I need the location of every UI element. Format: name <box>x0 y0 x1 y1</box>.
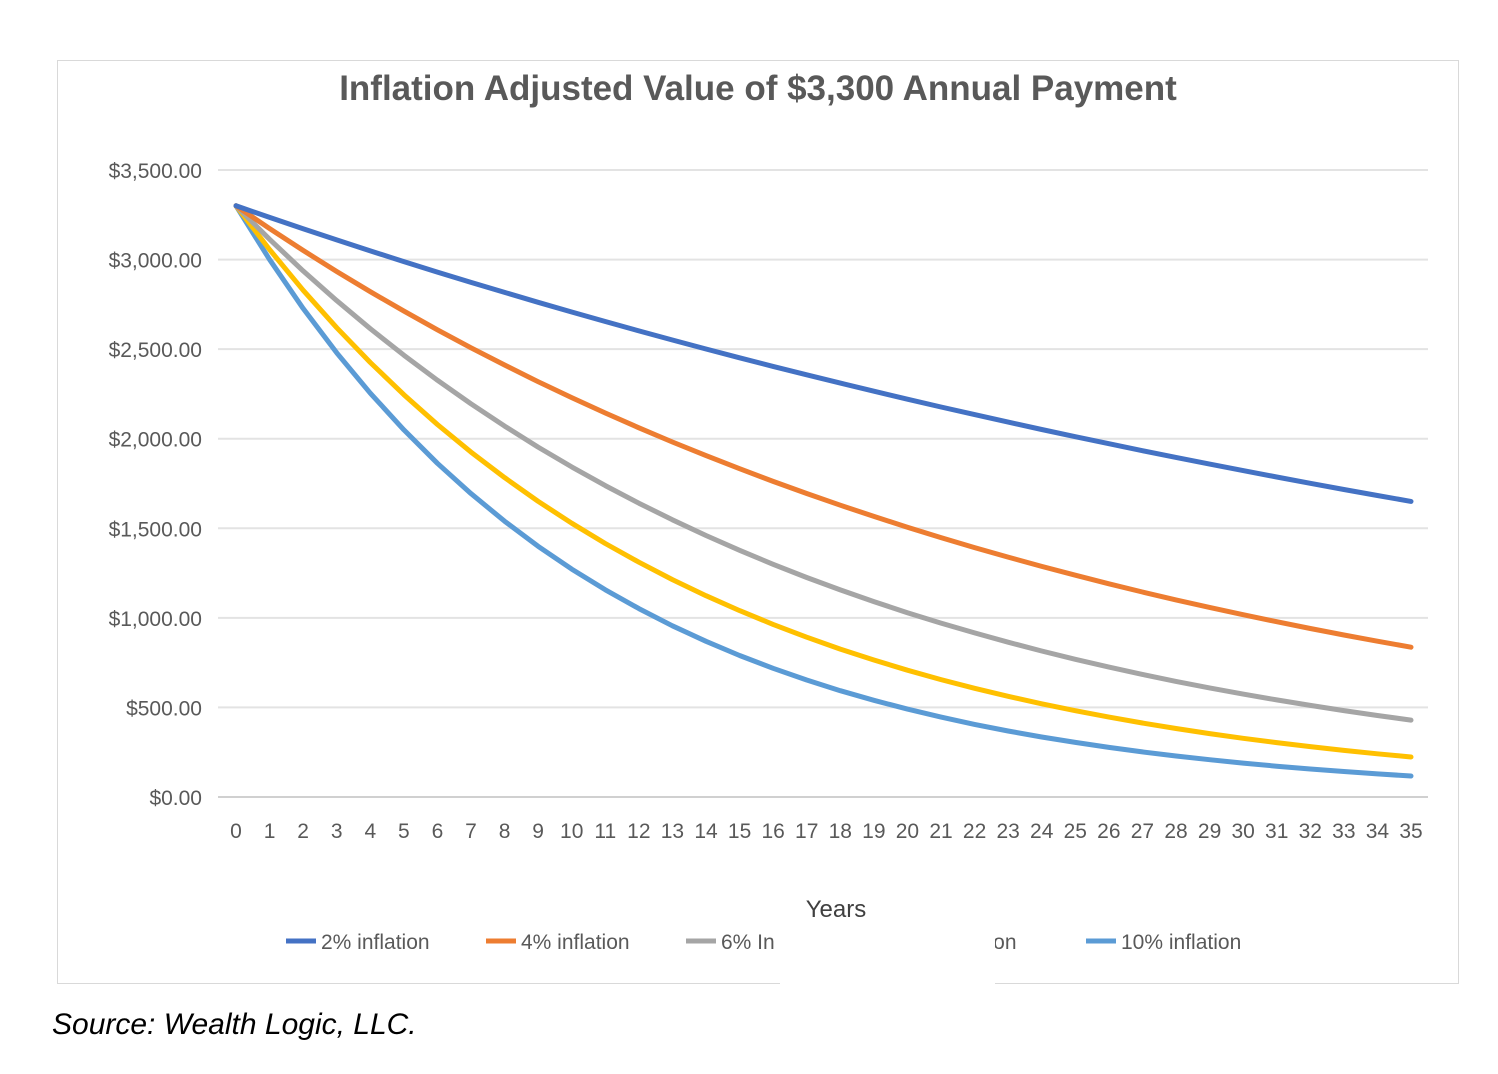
x-tick-label: 26 <box>1097 820 1120 843</box>
x-tick-label: 29 <box>1198 820 1221 843</box>
x-tick-label: 11 <box>594 820 616 843</box>
x-tick-label: 4 <box>364 820 376 843</box>
x-tick-label: 3 <box>331 820 343 843</box>
x-tick-label: 0 <box>230 820 242 843</box>
x-tick-label: 21 <box>929 820 952 843</box>
x-tick-label: 8 <box>499 820 511 843</box>
series-line-10-inflation <box>233 203 1414 779</box>
chart-title: Inflation Adjusted Value of $3,300 Annua… <box>339 69 1177 108</box>
x-tick-label: 34 <box>1366 820 1390 843</box>
y-tick-label: $3,000.00 <box>109 250 202 273</box>
x-tick-label: 35 <box>1399 820 1422 843</box>
x-tick-label: 9 <box>532 820 544 843</box>
legend-label: 6% In <box>721 931 775 954</box>
x-axis: 0 1 2 3 4 5 6 7 8 9 10 11 12 13 14 15 16 17 18 19 20 21 22 23 24… <box>230 820 1423 843</box>
series-line-6-inflation <box>233 203 1414 723</box>
y-tick-label: $3,500.00 <box>109 160 202 183</box>
x-tick-label: 33 <box>1332 820 1355 843</box>
x-tick-label: 22 <box>963 820 986 843</box>
x-tick-label: 30 <box>1231 820 1254 843</box>
chart-area <box>57 60 1459 984</box>
gridlines <box>218 169 1428 798</box>
series-line-4-inflation <box>233 203 1414 650</box>
y-tick-label: $2,000.00 <box>109 429 202 452</box>
x-tick-label: 18 <box>829 820 852 843</box>
series-lines <box>233 203 1414 779</box>
x-tick-label: 28 <box>1164 820 1187 843</box>
x-tick-label: 15 <box>728 820 751 843</box>
x-tick-label: 24 <box>1030 820 1054 843</box>
y-tick-label: $0.00 <box>149 787 202 810</box>
y-tick-label: $500.00 <box>126 697 202 720</box>
x-tick-label: 12 <box>627 820 650 843</box>
x-tick-label: 31 <box>1265 820 1288 843</box>
source-note: Source: Wealth Logic, LLC. <box>52 1008 417 1041</box>
legend-label: 2% inflation <box>321 931 430 954</box>
y-tick-label: $1,500.00 <box>109 518 202 541</box>
x-tick-label: 27 <box>1131 820 1154 843</box>
x-tick-label: 7 <box>465 820 477 843</box>
x-tick-label: 1 <box>264 820 276 843</box>
x-tick-label: 14 <box>694 820 718 843</box>
x-tick-label: 20 <box>896 820 919 843</box>
y-tick-label: $2,500.00 <box>109 339 202 362</box>
y-tick-label: $1,000.00 <box>109 608 202 631</box>
legend-occlusion <box>780 918 995 998</box>
x-tick-label: 16 <box>761 820 784 843</box>
x-tick-label: 19 <box>862 820 885 843</box>
x-tick-label: 5 <box>398 820 410 843</box>
series-line-8-inflation <box>233 203 1414 760</box>
x-tick-label: 13 <box>661 820 684 843</box>
series-line-2-inflation <box>233 203 1414 504</box>
x-tick-label: 6 <box>432 820 444 843</box>
x-tick-label: 10 <box>560 820 583 843</box>
x-tick-label: 32 <box>1299 820 1322 843</box>
x-tick-label: 23 <box>996 820 1019 843</box>
x-tick-label: 25 <box>1064 820 1087 843</box>
legend-label: 4% inflation <box>521 931 630 954</box>
legend-label: 10% inflation <box>1121 931 1241 954</box>
y-axis: $0.00 $500.00 $1,000.00 $1,500.00 $2,000.00 $… <box>109 160 202 810</box>
x-tick-label: 17 <box>795 820 818 843</box>
x-tick-label: 2 <box>297 820 309 843</box>
